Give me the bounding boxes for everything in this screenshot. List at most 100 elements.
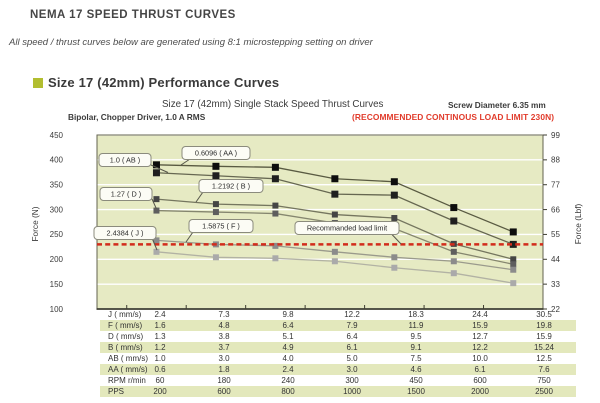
table-row-aa: AA ( mm/s) 0.6 1.8 2.4 3.0 4.6 6.1 7.6 bbox=[100, 364, 576, 375]
table-cell: 12.2 bbox=[344, 310, 360, 319]
series-marker-B bbox=[391, 215, 398, 222]
row-label: RPM r/min bbox=[108, 376, 146, 385]
callout-AA bbox=[181, 146, 251, 160]
load-limit-warning-label: (RECOMMENDED CONTINOUS LOAD LIMIT 230N) bbox=[352, 112, 555, 122]
table-row-rpm: RPM r/min 60 180 240 300 450 600 750 bbox=[100, 375, 576, 386]
table-cell: 800 bbox=[281, 387, 295, 396]
table-cell: 3.0 bbox=[218, 354, 230, 363]
series-marker-J bbox=[450, 270, 457, 277]
y-axis-tick-label-left: 400 bbox=[50, 156, 64, 165]
series-marker-AA bbox=[450, 204, 458, 212]
callout-J-label: 2.4384 ( J ) bbox=[107, 229, 144, 238]
row-label: D ( mm/s) bbox=[108, 332, 144, 341]
table-cell: 6.4 bbox=[346, 332, 358, 341]
series-marker-B bbox=[153, 196, 160, 203]
table-cell: 15.24 bbox=[533, 343, 555, 352]
y-axis-tick-label-left: 450 bbox=[50, 131, 64, 140]
section-header: Size 17 (42mm) Performance Curves bbox=[33, 75, 279, 90]
table-cell: 2.4 bbox=[154, 310, 166, 319]
y-axis-tick-label-right: 22 bbox=[551, 305, 560, 314]
table-cell: 5.1 bbox=[282, 332, 294, 341]
table-row-j: J ( mm/s) 2.4 7.3 9.8 12.2 18.3 24.4 30.5 bbox=[100, 309, 576, 320]
table-cell: 7.3 bbox=[218, 310, 230, 319]
table-cell: 600 bbox=[473, 376, 487, 385]
series-marker-B bbox=[331, 211, 338, 218]
table-cell: 18.3 bbox=[408, 310, 424, 319]
y-axis-tick-label-left: 300 bbox=[50, 205, 64, 214]
row-label: AA ( mm/s) bbox=[108, 365, 148, 374]
table-cell: 60 bbox=[155, 376, 165, 385]
table-cell: 6.1 bbox=[474, 365, 486, 374]
series-marker-J bbox=[153, 248, 160, 255]
table-cell: 300 bbox=[345, 376, 359, 385]
table-cell: 11.9 bbox=[408, 321, 424, 330]
callout-load-limit-leader bbox=[391, 234, 402, 245]
series-marker-D bbox=[272, 210, 279, 217]
callout-F-leader bbox=[185, 231, 194, 243]
series-marker-F bbox=[450, 258, 457, 265]
series-marker-J bbox=[272, 255, 279, 262]
series-marker-B bbox=[272, 202, 279, 209]
y-axis-tick-label-right: 44 bbox=[551, 255, 560, 264]
table-row-pps: PPS 200 600 800 1000 1500 2000 2500 bbox=[100, 386, 576, 397]
table-cell: 6.1 bbox=[346, 343, 358, 352]
table-cell: 4.6 bbox=[410, 365, 422, 374]
y-axis-tick-label-left: 200 bbox=[50, 255, 64, 264]
series-marker-AB bbox=[271, 175, 279, 183]
series-marker-AB bbox=[450, 217, 458, 225]
callout-B-label: 1.2192 ( B ) bbox=[212, 182, 250, 191]
series-marker-AB bbox=[331, 190, 339, 198]
callout-D-label: 1.27 ( D ) bbox=[111, 190, 141, 199]
series-marker-AB bbox=[390, 191, 398, 199]
series-marker-AA bbox=[271, 163, 279, 171]
series-marker-AA bbox=[509, 228, 517, 236]
series-marker-AA bbox=[331, 175, 339, 183]
table-cell: 240 bbox=[281, 376, 295, 385]
callout-F bbox=[188, 219, 254, 233]
table-row-b: B ( mm/s) 1.2 3.7 4.9 6.1 9.1 12.2 15.24 bbox=[100, 342, 576, 353]
table-cell: 10.0 bbox=[472, 354, 488, 363]
series-marker-F bbox=[331, 248, 338, 255]
series-marker-AA bbox=[390, 178, 398, 186]
y-axis-title-left: Force (N) bbox=[30, 206, 40, 241]
series-marker-F bbox=[272, 242, 279, 249]
callout-AB bbox=[98, 153, 152, 167]
row-label: PPS bbox=[108, 387, 125, 396]
callout-load-limit-label: Recommanded load limit bbox=[307, 224, 387, 233]
series-marker-AB bbox=[509, 240, 517, 248]
callout-B bbox=[198, 179, 264, 193]
table-cell: 200 bbox=[153, 387, 167, 396]
y-axis-tick-label-right: 99 bbox=[551, 131, 560, 140]
chart-title: Size 17 (42mm) Single Stack Speed Thrust… bbox=[162, 99, 384, 110]
chart-svg: 450 400 350 300 250 200 150 100 99 88 77 66 55 44 33 22… bbox=[30, 131, 583, 314]
table-cell: 1500 bbox=[407, 387, 425, 396]
series-marker-J bbox=[331, 258, 338, 265]
callout-AB-label: 1.0 ( AB ) bbox=[110, 156, 140, 165]
page-title: NEMA 17 SPEED THRUST CURVES bbox=[30, 9, 236, 21]
row-label: F ( mm/s) bbox=[108, 321, 143, 330]
table-cell: 3.0 bbox=[346, 365, 358, 374]
page-subtitle: All speed / thrust curves below are gene… bbox=[9, 37, 373, 48]
y-axis-tick-label-right: 66 bbox=[551, 205, 560, 214]
section-header-label: Size 17 (42mm) Performance Curves bbox=[48, 75, 280, 90]
table-cell: 4.9 bbox=[282, 343, 294, 352]
table-cell: 600 bbox=[217, 387, 231, 396]
table-cell: 24.4 bbox=[472, 310, 488, 319]
series-marker-J bbox=[212, 254, 219, 261]
table-cell: 4.0 bbox=[282, 354, 294, 363]
speed-table: J ( mm/s) 2.4 7.3 9.8 12.2 18.3 24.4 30.5 F ( mm… bbox=[100, 309, 576, 397]
table-cell: 180 bbox=[217, 376, 231, 385]
y-axis-tick-label-right: 33 bbox=[551, 280, 560, 289]
table-cell: 1.3 bbox=[154, 332, 166, 341]
table-cell: 1000 bbox=[343, 387, 361, 396]
callout-load-limit bbox=[294, 221, 400, 235]
series-marker-D bbox=[212, 209, 219, 216]
table-cell: 450 bbox=[409, 376, 423, 385]
y-axis-tick-label-right: 77 bbox=[551, 181, 560, 190]
table-cell: 3.7 bbox=[218, 343, 230, 352]
table-cell: 15.9 bbox=[536, 332, 552, 341]
table-cell: 7.5 bbox=[410, 354, 422, 363]
y-axis-tick-label-right: 55 bbox=[551, 230, 560, 239]
y-axis-tick-label-right: 88 bbox=[551, 156, 560, 165]
table-cell: 3.8 bbox=[218, 332, 230, 341]
